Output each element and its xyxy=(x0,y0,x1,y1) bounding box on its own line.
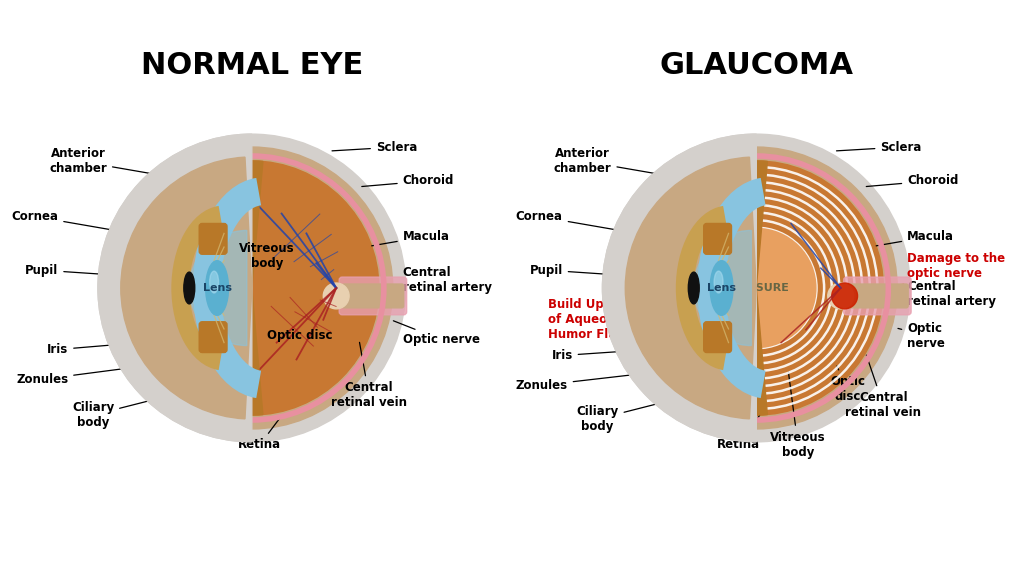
Circle shape xyxy=(125,161,379,415)
Text: Macula: Macula xyxy=(372,230,450,246)
Wedge shape xyxy=(629,163,757,413)
Text: Cornea: Cornea xyxy=(11,210,170,240)
Wedge shape xyxy=(98,134,252,442)
Text: NORMAL EYE: NORMAL EYE xyxy=(140,51,362,79)
FancyBboxPatch shape xyxy=(200,223,227,254)
Wedge shape xyxy=(125,163,252,413)
Ellipse shape xyxy=(688,272,699,304)
Circle shape xyxy=(111,147,393,429)
FancyBboxPatch shape xyxy=(703,322,731,353)
Text: Macula: Macula xyxy=(877,230,954,246)
Wedge shape xyxy=(602,134,757,442)
FancyBboxPatch shape xyxy=(342,284,403,308)
Text: Iris: Iris xyxy=(551,348,676,362)
Text: Pupil: Pupil xyxy=(529,264,691,280)
Wedge shape xyxy=(734,288,767,415)
Text: Anterior
chamber: Anterior chamber xyxy=(49,147,208,183)
Ellipse shape xyxy=(206,261,228,315)
Ellipse shape xyxy=(210,271,218,293)
Ellipse shape xyxy=(714,271,723,293)
Text: Lens: Lens xyxy=(203,283,231,293)
Circle shape xyxy=(602,134,910,442)
Circle shape xyxy=(615,147,897,429)
Text: Zonules: Zonules xyxy=(16,360,191,386)
Wedge shape xyxy=(229,288,263,415)
Text: Vitreous
body: Vitreous body xyxy=(770,372,825,459)
Text: Build Up
of Aqueous
Humor Fluid: Build Up of Aqueous Humor Fluid xyxy=(548,289,684,341)
Text: Central
retinal artery: Central retinal artery xyxy=(388,266,492,294)
Wedge shape xyxy=(626,157,757,419)
Ellipse shape xyxy=(711,261,733,315)
Text: Optic
nerve: Optic nerve xyxy=(898,321,945,350)
Text: Retina: Retina xyxy=(239,415,282,452)
Wedge shape xyxy=(694,230,752,346)
Text: PRESSURE: PRESSURE xyxy=(724,283,788,293)
Wedge shape xyxy=(121,157,252,419)
Text: Optic disc: Optic disc xyxy=(266,329,332,342)
FancyBboxPatch shape xyxy=(844,277,911,315)
Circle shape xyxy=(98,134,406,442)
Text: Central
retinal vein: Central retinal vein xyxy=(846,355,922,419)
Circle shape xyxy=(831,283,857,309)
Circle shape xyxy=(324,283,349,309)
Text: Sclera: Sclera xyxy=(837,141,922,154)
FancyBboxPatch shape xyxy=(339,277,407,315)
Text: Vitreous
body: Vitreous body xyxy=(239,242,295,270)
Wedge shape xyxy=(734,161,767,288)
Text: Choroid: Choroid xyxy=(361,175,454,187)
Text: Optic
disc: Optic disc xyxy=(830,366,865,403)
Text: Lens: Lens xyxy=(707,283,736,293)
Text: Ciliary
body: Ciliary body xyxy=(577,390,712,433)
Text: Central
retinal artery: Central retinal artery xyxy=(893,280,996,308)
Text: Central
retinal vein: Central retinal vein xyxy=(331,342,407,409)
Text: Cornea: Cornea xyxy=(516,210,674,240)
FancyBboxPatch shape xyxy=(703,223,731,254)
Text: Optic nerve: Optic nerve xyxy=(393,321,479,346)
Text: Damage to the
optic nerve: Damage to the optic nerve xyxy=(877,252,1006,293)
Text: Pupil: Pupil xyxy=(25,264,186,280)
FancyBboxPatch shape xyxy=(200,322,227,353)
Text: GLAUCOMA: GLAUCOMA xyxy=(659,51,853,79)
Circle shape xyxy=(696,229,816,347)
Text: Retina: Retina xyxy=(717,415,760,452)
Text: Zonules: Zonules xyxy=(515,367,694,392)
Wedge shape xyxy=(189,230,247,346)
FancyBboxPatch shape xyxy=(847,284,908,308)
Text: Iris: Iris xyxy=(47,340,174,356)
Text: Ciliary
body: Ciliary body xyxy=(72,386,208,429)
Text: Choroid: Choroid xyxy=(866,175,958,187)
Wedge shape xyxy=(229,161,263,288)
Circle shape xyxy=(629,161,884,415)
Text: Sclera: Sclera xyxy=(332,141,417,154)
Text: Anterior
chamber: Anterior chamber xyxy=(554,147,712,183)
Circle shape xyxy=(827,283,854,309)
Ellipse shape xyxy=(184,272,195,304)
